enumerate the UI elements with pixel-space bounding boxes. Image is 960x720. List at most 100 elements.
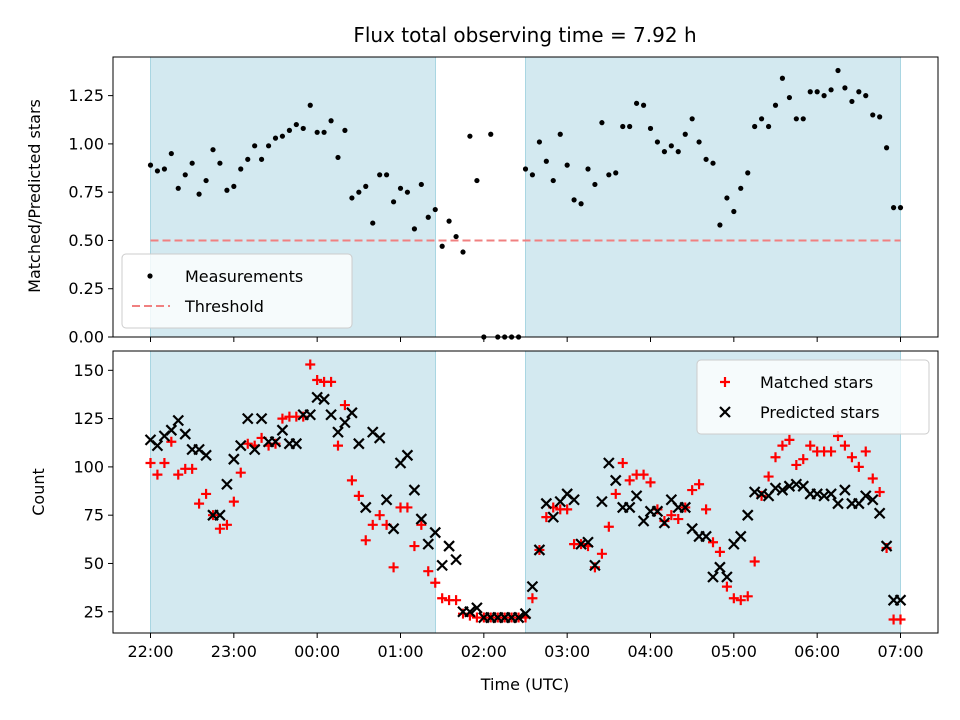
data-point [793,116,799,122]
top-panel-ratio: 0.00 0.25 0.50 0.75 1.00 1.25 Measurements Thre… [68,56,939,347]
data-point [290,437,303,450]
data-point [248,443,261,456]
data-point [800,116,806,122]
y-tick-label: 25 [84,602,104,621]
observing-window [525,56,901,338]
data-point [305,359,316,370]
data-point [404,189,411,195]
data-point [373,432,386,444]
data-point [529,172,536,178]
data-point [805,440,816,451]
data-point [346,407,358,419]
data-point [666,510,677,521]
data-point [877,114,883,120]
data-point [439,243,445,249]
data-point [235,467,246,478]
series-predicted-stars [144,391,907,624]
data-point [826,446,837,457]
data-point [791,459,802,470]
data-point [173,469,184,480]
x-tick-label: 01:00 [377,642,423,661]
data-point [467,133,473,139]
data-point [356,189,362,195]
legend: Matched stars Predicted stars [696,359,930,435]
data-point [772,102,779,108]
data-point [707,571,719,583]
data-point [474,177,480,184]
data-point [710,160,716,166]
data-point [221,478,233,491]
data-point [770,452,781,463]
data-point [242,438,253,449]
data-point [721,581,732,592]
data-point [154,168,161,174]
data-point [145,458,156,469]
data-point [446,218,452,224]
y-tick-label: 50 [84,554,104,573]
data-point [637,515,650,527]
data-point [307,102,313,108]
data-point [401,449,414,462]
data-point [624,475,635,486]
data-point [682,131,688,137]
data-point [568,493,580,506]
data-point [783,480,796,492]
data-point [214,523,225,534]
data-point [645,477,656,488]
data-point [856,89,862,95]
data-point [367,519,378,530]
data-point [234,439,247,452]
data-point [335,154,341,161]
data-point [265,143,272,149]
data-point [453,233,459,240]
data-point [714,561,726,574]
data-point [238,166,244,172]
data-point [763,471,774,482]
data-point [745,170,751,176]
data-point [189,160,195,166]
data-point [575,538,587,550]
data-point [790,478,803,491]
data-point [286,127,293,133]
data-point [867,473,878,484]
data-point [786,94,793,101]
data-point [738,185,744,191]
data-point [547,511,560,523]
data-point [701,504,712,515]
data-point [798,454,809,465]
x-tick-label: 05:00 [711,642,757,661]
data-point [409,541,420,552]
data-point [339,400,350,411]
data-point [748,486,761,498]
bottom-y-axis-label: Count [29,468,48,516]
y-tick-label: 1.25 [68,86,104,105]
data-point [328,118,334,124]
data-point [390,199,397,205]
data-point [640,102,647,108]
data-point [673,514,684,525]
data-point [311,391,323,404]
data-point [687,485,698,496]
data-point [638,469,649,480]
data-point [430,577,441,588]
data-point [564,162,570,168]
data-point [203,177,209,184]
data-point [610,488,621,499]
data-point [228,496,239,507]
data-point [451,595,462,606]
data-point [346,475,357,486]
x-tick-label: 06:00 [794,642,840,661]
data-point [540,497,553,510]
data-point [200,449,212,462]
data-point [387,522,400,535]
data-point [742,591,753,602]
data-point [536,139,543,145]
data-point [349,195,355,201]
data-point [415,513,428,525]
data-point [784,434,795,445]
data-point [425,214,431,220]
legend-handle [147,273,153,279]
x-tick-label: 00:00 [294,642,340,661]
data-point [675,149,681,155]
data-point [897,205,904,211]
